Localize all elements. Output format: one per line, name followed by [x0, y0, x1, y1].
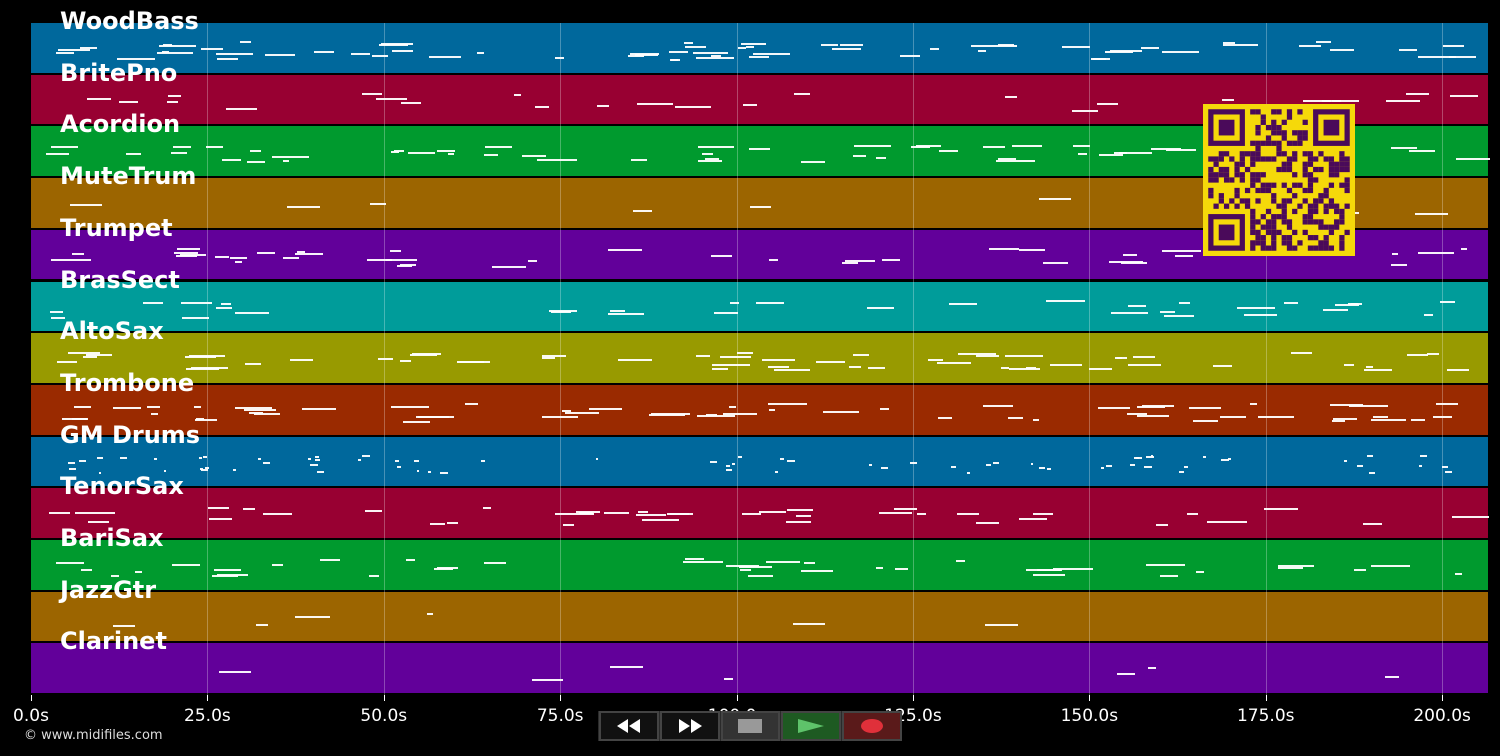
fast-forward-icon	[678, 719, 702, 733]
track-name: Trumpet	[60, 213, 173, 242]
track-name: BritePno	[60, 58, 178, 87]
track-name: BrasSect	[60, 265, 180, 294]
rewind-button[interactable]	[599, 711, 659, 741]
tick-label: 200.0s	[1413, 706, 1471, 726]
track-lane[interactable]	[31, 384, 1488, 437]
transport-controls	[598, 711, 902, 741]
tick-label: 25.0s	[184, 706, 231, 726]
tick-mark	[1442, 695, 1444, 701]
record-button[interactable]	[842, 711, 902, 741]
play-button[interactable]	[781, 711, 842, 741]
tick-mark	[383, 695, 385, 701]
track-name: JazzGtr	[60, 575, 157, 604]
track-lane[interactable]	[31, 436, 1488, 489]
tick-label: 150.0s	[1060, 706, 1119, 726]
track-name: AltoSax	[60, 317, 164, 346]
tick-mark	[31, 695, 32, 701]
qr-code	[1203, 104, 1355, 256]
track-name: Acordion	[60, 110, 181, 139]
track-lane[interactable]	[31, 23, 1488, 75]
track-name: Trombone	[60, 368, 195, 397]
play-icon	[798, 719, 825, 733]
tick-label: 0.0s	[13, 706, 49, 726]
tick-mark	[912, 695, 914, 701]
qr-code-icon	[1208, 109, 1350, 251]
track-name: Clarinet	[60, 627, 167, 656]
fast-forward-button[interactable]	[659, 711, 720, 741]
stop-icon	[738, 719, 763, 733]
tick-label: 50.0s	[360, 706, 408, 726]
track-lane[interactable]	[31, 643, 1488, 696]
track-name: TenorSax	[60, 472, 184, 501]
tick-mark	[736, 695, 738, 701]
copyright-text: © www.midifiles.com	[24, 728, 163, 743]
tick-label: 175.0s	[1236, 706, 1295, 726]
tick-mark	[560, 695, 562, 701]
track-lane[interactable]	[31, 488, 1488, 540]
record-icon	[861, 719, 884, 733]
track-name: WoodBass	[60, 7, 199, 35]
track-lane[interactable]	[31, 281, 1488, 334]
tick-mark	[1265, 695, 1267, 701]
tick-mark	[1089, 695, 1091, 701]
track-name: BariSax	[60, 524, 164, 552]
tick-mark	[207, 695, 209, 701]
track-lane[interactable]	[31, 591, 1488, 644]
stop-button[interactable]	[720, 711, 781, 741]
track-name: GM Drums	[60, 420, 201, 449]
tick-label: 75.0s	[536, 706, 584, 726]
rewind-icon	[616, 719, 640, 733]
track-lane[interactable]	[31, 540, 1488, 592]
track-name: MuteTrum	[60, 162, 197, 191]
track-lane[interactable]	[31, 333, 1488, 385]
